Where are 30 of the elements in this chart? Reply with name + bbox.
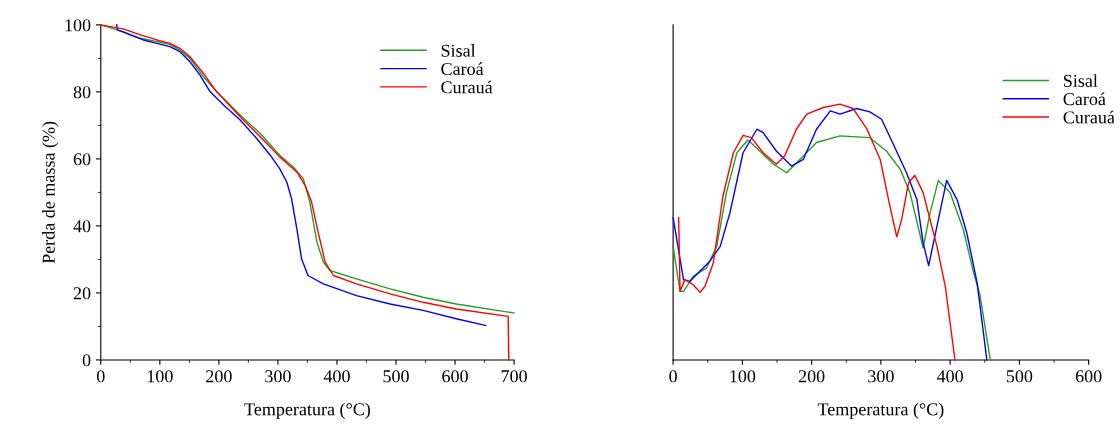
- y-tick-label: 60: [73, 153, 91, 166]
- x-tick-label: 500: [1006, 370, 1033, 383]
- y-tick-label: 20: [73, 287, 91, 300]
- x-tick-label: 100: [730, 370, 756, 383]
- legend-label: Sisal: [1064, 74, 1098, 87]
- x-tick-label: 400: [936, 370, 963, 383]
- x-tick-label: 500: [383, 370, 409, 383]
- x-tick-label: 200: [798, 370, 825, 383]
- y-tick-label: 100: [65, 19, 91, 32]
- legend-label: Curauá: [1063, 110, 1115, 124]
- legend-label: Sisal: [441, 44, 476, 57]
- legend-label: Caroá: [441, 62, 484, 76]
- legend-label: Curauá: [441, 80, 493, 94]
- x-axis-title: Temperatura (°C): [817, 402, 944, 420]
- x-tick-label: 600: [442, 370, 468, 383]
- x-tick-label: 300: [265, 370, 291, 383]
- x-tick-label: 600: [1075, 370, 1102, 383]
- legend-label: Caroá: [1063, 92, 1106, 106]
- x-tick-label: 0: [669, 370, 677, 383]
- x-tick-label: 200: [206, 370, 232, 383]
- y-axis-title: Perda de massa (%): [42, 121, 59, 264]
- x-tick-label: 100: [147, 370, 173, 383]
- x-tick-label: 0: [96, 370, 105, 383]
- y-tick-label: 0: [82, 354, 91, 367]
- x-axis-title: Temperatura (°C): [244, 402, 371, 420]
- x-tick-label: 400: [323, 370, 350, 383]
- y-tick-label: 40: [73, 220, 91, 233]
- y-tick-label: 80: [73, 86, 91, 99]
- x-tick-label: 700: [501, 370, 527, 383]
- x-tick-label: 300: [868, 370, 894, 383]
